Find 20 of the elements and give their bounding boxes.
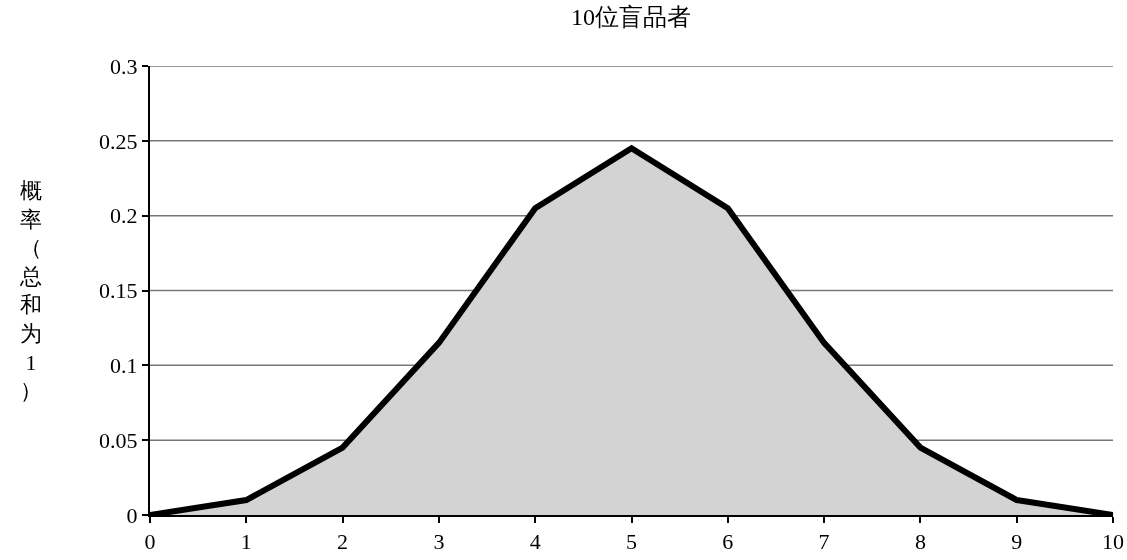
- x-tick-label: 4: [529, 529, 541, 555]
- x-tick-label: 0: [144, 529, 156, 555]
- x-tick-label: 7: [818, 529, 830, 555]
- x-tick-label: 8: [914, 529, 926, 555]
- x-tick-label: 2: [337, 529, 349, 555]
- x-tick-label: 5: [626, 529, 637, 555]
- x-tick-label: 6: [722, 529, 734, 555]
- chart-title: 10位盲品者: [571, 4, 692, 31]
- y-tick-label: 0.1: [110, 353, 138, 379]
- x-tick-label: 9: [1011, 529, 1023, 555]
- y-tick-label: 0.15: [99, 278, 138, 304]
- y-axis-title: 概率（总和为1）: [19, 178, 42, 404]
- y-tick-label: 0: [126, 502, 138, 528]
- y-tick-label: 0.05: [99, 427, 138, 453]
- x-tick-label: 10: [1102, 529, 1124, 555]
- y-tick-label: 0.2: [110, 203, 138, 229]
- y-tick-label: 0.25: [99, 128, 138, 154]
- x-tick-label: 3: [433, 529, 445, 555]
- y-tick-label: 0.3: [110, 53, 138, 79]
- x-tick-label: 1: [240, 529, 252, 555]
